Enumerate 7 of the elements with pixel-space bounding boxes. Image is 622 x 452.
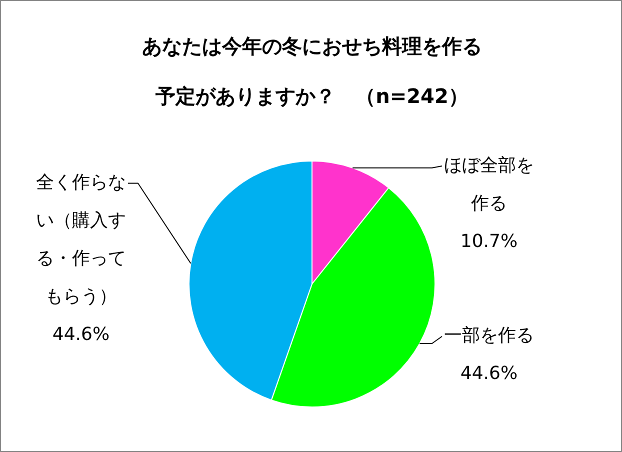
slice-label: 一部を作る [443, 324, 535, 348]
slice-label: 全く作らない（購入する・作ってもらう） [35, 171, 127, 310]
slice-label: ほぼ全部を作る [443, 154, 535, 216]
data-label: 44.6% [459, 362, 519, 386]
chart-title: あなたは今年の冬におせち料理を作る予定がありますか？ （n=242） [142, 34, 482, 108]
data-label: 44.6% [51, 323, 111, 348]
data-label: 10.7% [459, 230, 519, 254]
